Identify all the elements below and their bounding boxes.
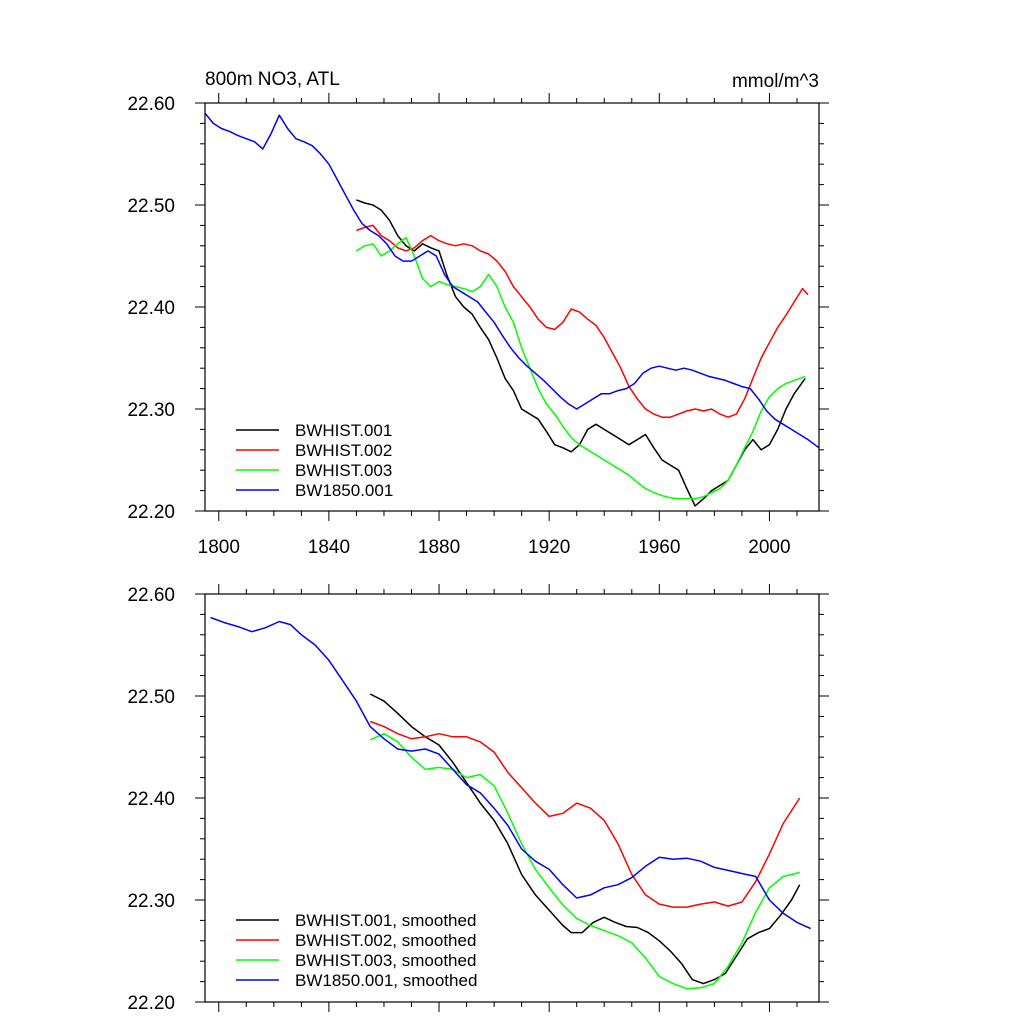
chart-title: 800m NO3, ATL (205, 69, 340, 90)
legend-label: BWHIST.001, smoothed (295, 911, 476, 930)
y-tick-label: 22.60 (127, 585, 175, 606)
x-tick-label: 1880 (418, 537, 460, 558)
y-tick-label: 22.50 (127, 687, 175, 708)
legend-label: BWHIST.002 (295, 441, 392, 460)
y-tick-label: 22.30 (127, 891, 175, 912)
series-line (356, 224, 809, 418)
series-line (369, 693, 801, 985)
panel-smoothed: 22.20 22.30 22.40 22.50 22.60 BWHIST.001, sm… (127, 584, 829, 1014)
legend-label: BWHIST.002, smoothed (295, 931, 476, 950)
y-tick-label: 22.40 (127, 789, 175, 810)
legend-label: BWHIST.001 (295, 421, 392, 440)
units-label: mmol/m^3 (732, 71, 819, 92)
x-tick-label: 1840 (308, 537, 350, 558)
y-tick-label: 22.40 (127, 298, 175, 319)
y-tick-label: 22.50 (127, 196, 175, 217)
series-line (204, 112, 820, 449)
x-tick-label: 1800 (198, 537, 240, 558)
x-tick-label: 2000 (748, 537, 790, 558)
y-tick-label: 22.20 (127, 993, 175, 1014)
series-line (369, 732, 800, 990)
legend-label: BW1850.001 (295, 481, 393, 500)
y-tick-label: 22.60 (127, 94, 175, 115)
x-tick-label: 1920 (528, 537, 570, 558)
plot-frame (204, 102, 820, 512)
plot-frame (204, 593, 820, 1003)
series-line (210, 616, 812, 930)
series-line (356, 236, 806, 500)
legend-label: BWHIST.003 (295, 461, 392, 480)
legend-label: BW1850.001, smoothed (295, 971, 477, 990)
y-tick-label: 22.20 (127, 502, 175, 523)
y-tick-label: 22.30 (127, 400, 175, 421)
legend-label: BWHIST.003, smoothed (295, 951, 476, 970)
x-tick-label: 1960 (638, 537, 680, 558)
panel-raw: 800m NO3, ATL mmol/m^3 1800 1840 1880 1920 1… (127, 69, 829, 558)
series-line (356, 199, 806, 507)
series-line (369, 720, 801, 908)
